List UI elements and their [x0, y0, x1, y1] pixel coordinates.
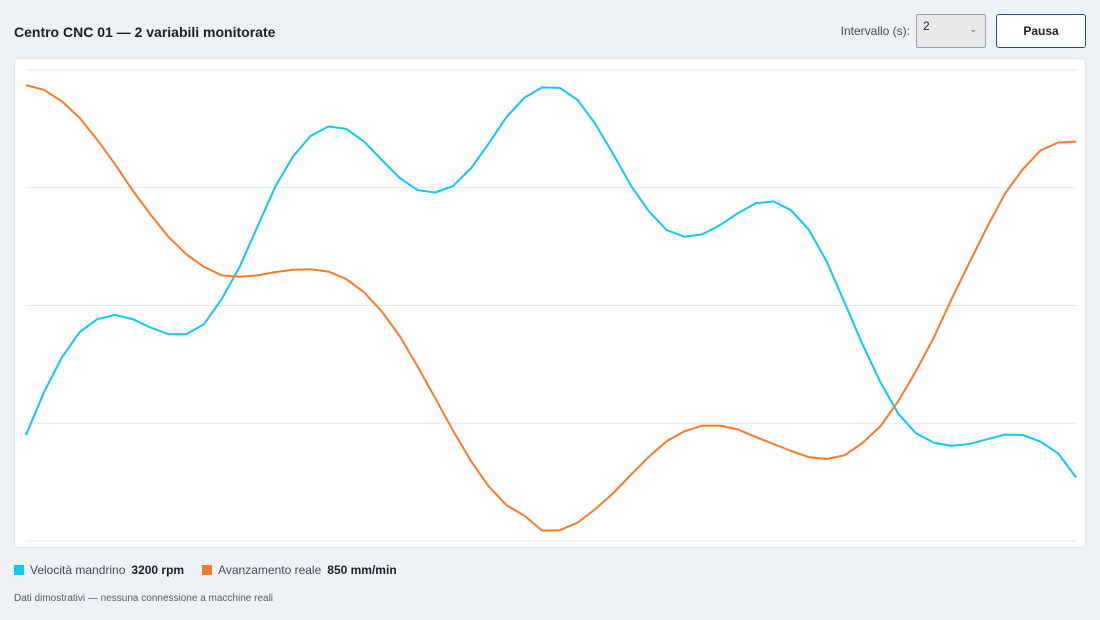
legend-swatch [202, 565, 213, 575]
legend-item-label: Velocità mandrino [30, 563, 126, 577]
series-line-spindle-speed [25, 86, 1077, 478]
legend-item-value: 850 mm/min [327, 563, 397, 577]
legend: Velocità mandrino 3200 rpm Avanzamento r… [14, 562, 415, 578]
interval-label: Intervallo (s): [840, 24, 910, 38]
interval-select-value: 2 [923, 19, 930, 33]
legend-item-feed-rate: Avanzamento reale 850 mm/min [202, 563, 397, 577]
chevron-down-icon: ⌄ [969, 24, 977, 34]
legend-item-spindle-speed: Velocità mandrino 3200 rpm [14, 563, 184, 577]
pause-button[interactable]: Pausa [996, 14, 1086, 48]
header-controls: Intervallo (s): 2 ⌄ Pausa [841, 14, 1086, 48]
interval-select[interactable]: 2 ⌄ [916, 14, 986, 48]
footnote: Dati dimostrativi — nessuna connessione … [14, 593, 274, 604]
legend-swatch [14, 565, 24, 575]
series-line-feed-rate [25, 84, 1077, 532]
page-title: Centro CNC 01 — 2 variabili monitorate [14, 24, 276, 40]
legend-item-label: Avanzamento reale [218, 563, 322, 577]
header-bar: Centro CNC 01 — 2 variabili monitorate I… [0, 0, 1100, 58]
line-chart [25, 69, 1077, 542]
chart-panel [14, 58, 1086, 548]
legend-item-value: 3200 rpm [131, 563, 185, 577]
